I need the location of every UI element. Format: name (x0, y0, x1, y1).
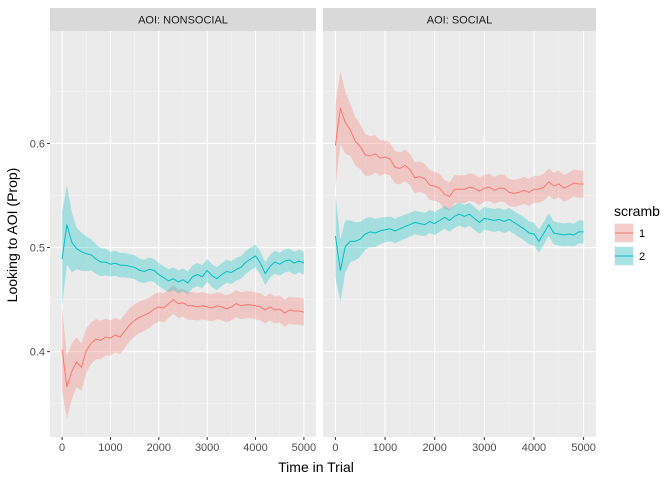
panel-2: AOI: SOCIAL (323, 8, 596, 437)
legend-label: 2 (639, 251, 645, 263)
x-tick-label: 3000 (472, 442, 496, 454)
ci-ribbon-series-2 (62, 185, 304, 306)
x-tick-label: 2000 (422, 442, 446, 454)
y-tick-label: 0.6 (30, 138, 45, 150)
legend-label: 1 (639, 228, 645, 240)
panels-layer: AOI: NONSOCIAL AOI: SOCIAL (50, 8, 596, 437)
x-tick-label: 2000 (147, 442, 171, 454)
facet-strip-label: AOI: SOCIAL (427, 15, 492, 27)
x-tick-label: 4000 (243, 442, 267, 454)
series-line-2 (334, 213, 584, 271)
x-tick-label: 0 (59, 442, 65, 454)
x-axis-title: Time in Trial (278, 459, 354, 475)
legend-title: scramb (614, 203, 660, 219)
x-tick-label: 3000 (195, 442, 219, 454)
legend-key-2: 2 (614, 246, 645, 266)
ci-ribbon-series-1 (62, 285, 304, 419)
x-tick-label: 1000 (98, 442, 122, 454)
facet-strip (323, 8, 596, 31)
series-line-1 (334, 107, 584, 198)
y-tick-label: 0.4 (30, 347, 45, 359)
y-tick-label: 0.5 (30, 243, 45, 255)
ci-ribbon-series-1 (335, 71, 584, 211)
facet-strip (50, 8, 316, 31)
series-line-2 (61, 224, 305, 284)
legend: scramb 1 2 (614, 203, 660, 266)
x-tick-label: 5000 (571, 442, 595, 454)
x-tick-label: 5000 (292, 442, 316, 454)
x-tick-label: 1000 (373, 442, 397, 454)
y-axis-title: Looking to AOI (Prop) (4, 168, 20, 303)
x-tick-label: 0 (332, 442, 338, 454)
panel-1: AOI: NONSOCIAL (50, 8, 316, 437)
facet-strip-label: AOI: NONSOCIAL (138, 15, 228, 27)
ci-ribbon-series-2 (335, 194, 584, 302)
legend-key-1: 1 (614, 223, 645, 243)
x-tick-label: 4000 (522, 442, 546, 454)
axes-layer: 0 1000 2000 3000 4000 5000 0.4 0.5 0.6 0 1000 2000 3… (30, 138, 596, 454)
series-line-1 (61, 298, 305, 388)
